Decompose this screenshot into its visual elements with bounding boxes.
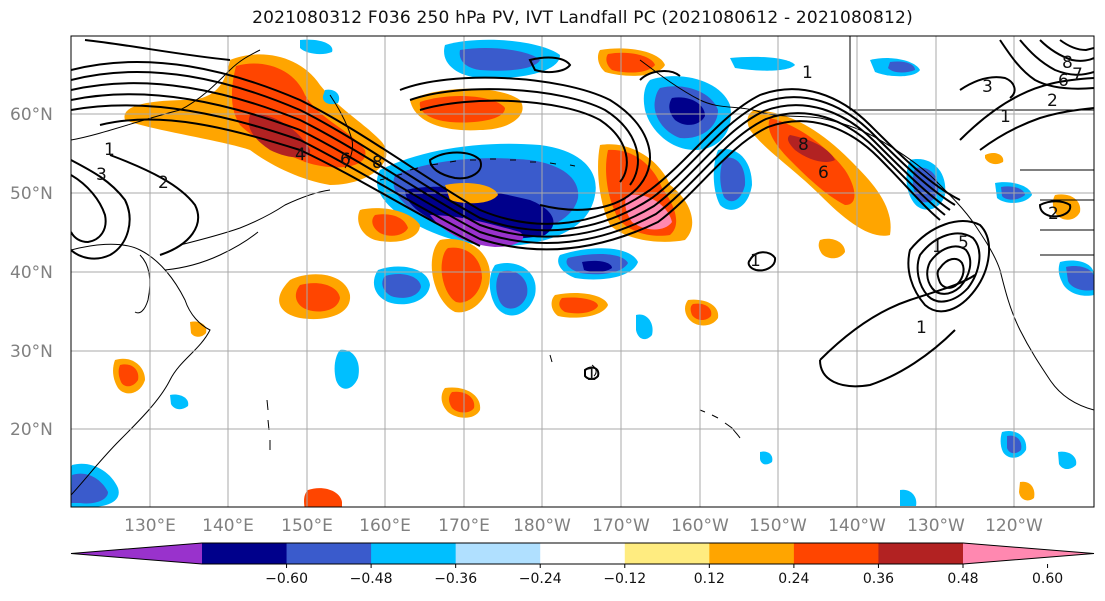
lon-label: 140°W bbox=[828, 516, 886, 536]
colorbar-bin bbox=[624, 543, 710, 564]
contour-label: 1 bbox=[932, 237, 943, 257]
lon-label: 160°E bbox=[359, 516, 411, 536]
contour-label: 5 bbox=[958, 233, 969, 253]
colorbar-extend-min bbox=[71, 543, 202, 564]
colorbar-bin bbox=[286, 543, 372, 564]
contour-label: 8 bbox=[372, 153, 383, 173]
lat-label: 30°N bbox=[10, 342, 53, 362]
contour-label: 4 bbox=[295, 145, 306, 165]
lon-label: 130°W bbox=[907, 516, 965, 536]
lon-label: 160°W bbox=[671, 516, 729, 536]
colorbar-tick-label: −0.24 bbox=[519, 571, 562, 587]
colorbar: −0.60 −0.48 −0.36 −0.24 −0.12 0.12 0.24 0.36 0.4… bbox=[70, 542, 1095, 587]
colorbar-tick-label: −0.60 bbox=[265, 571, 308, 587]
contour-label: 1 bbox=[802, 63, 813, 83]
colorbar-tick-label: 0.24 bbox=[778, 571, 809, 587]
contour-label: 6 bbox=[340, 150, 351, 170]
contour-label: 3 bbox=[96, 165, 107, 185]
lat-label: 40°N bbox=[10, 263, 53, 283]
contour-label: 1 bbox=[586, 365, 597, 385]
contour-label: 1 bbox=[1000, 107, 1011, 127]
colorbar-outline bbox=[70, 542, 1095, 565]
ivt-contours bbox=[71, 39, 1094, 388]
latitude-labels: 60°N 50°N 40°N 30°N 20°N bbox=[10, 105, 53, 440]
graticule bbox=[71, 36, 1094, 507]
colorbar-bin bbox=[540, 543, 626, 564]
colorbar-bin bbox=[878, 543, 964, 564]
colorbar-bin bbox=[709, 543, 795, 564]
lon-label: 120°W bbox=[985, 516, 1043, 536]
colorbar-tick-label: 0.12 bbox=[694, 571, 725, 587]
lon-label: 170°E bbox=[438, 516, 490, 536]
lon-label: 150°W bbox=[749, 516, 807, 536]
colorbar-tick-label: −0.48 bbox=[350, 571, 393, 587]
colorbar-tick-label: 0.48 bbox=[947, 571, 978, 587]
colorbar-tick-label: 0.36 bbox=[863, 571, 894, 587]
coastlines bbox=[71, 36, 1094, 496]
longitude-labels: 130°E 140°E 150°E 160°E 170°E 180°W 170°… bbox=[124, 516, 1043, 536]
lon-label: 170°W bbox=[592, 516, 650, 536]
contour-label: 8 bbox=[798, 135, 809, 155]
lon-label: 140°E bbox=[202, 516, 254, 536]
lat-label: 60°N bbox=[10, 105, 53, 125]
contour-label: 2 bbox=[1048, 204, 1059, 224]
contour-label: 1 bbox=[104, 140, 115, 160]
colorbar-tick-label: 0.60 bbox=[1032, 571, 1063, 587]
contour-label: 1 bbox=[916, 318, 927, 338]
contour-label: 6 bbox=[818, 163, 829, 183]
colorbar-bin bbox=[793, 543, 879, 564]
colorbar-bin bbox=[371, 543, 457, 564]
colorbar-bin bbox=[455, 543, 541, 564]
colorbar-extend-max bbox=[963, 543, 1094, 564]
lon-label: 130°E bbox=[124, 516, 176, 536]
contour-label: 2 bbox=[158, 173, 169, 193]
contour-label: 6 bbox=[1058, 71, 1069, 91]
contour-label: 2 bbox=[1047, 91, 1058, 111]
lon-label: 180°W bbox=[513, 516, 571, 536]
contour-label: 1 bbox=[750, 251, 761, 271]
lon-label: 150°E bbox=[281, 516, 333, 536]
map-frame bbox=[70, 35, 1095, 508]
colorbar-tick-label: −0.36 bbox=[434, 571, 477, 587]
colorbar-bin bbox=[202, 543, 288, 564]
contour-label: 7 bbox=[1072, 65, 1083, 85]
map-content: 1 3 2 4 6 8 1 8 6 1 1 5 1 1 1 2 3 6 7 8 … bbox=[71, 36, 1094, 507]
lat-label: 50°N bbox=[10, 184, 53, 204]
contour-label: 3 bbox=[982, 77, 993, 97]
lat-label: 20°N bbox=[10, 420, 53, 440]
figure-title: 2021080312 F036 250 hPa PV, IVT Landfall… bbox=[252, 8, 913, 28]
contour-labels: 1 3 2 4 6 8 1 8 6 1 1 5 1 1 1 2 3 6 7 8 … bbox=[96, 53, 1083, 385]
contour-label: 8 bbox=[1062, 53, 1073, 73]
colorbar-tick-label: −0.12 bbox=[603, 571, 646, 587]
